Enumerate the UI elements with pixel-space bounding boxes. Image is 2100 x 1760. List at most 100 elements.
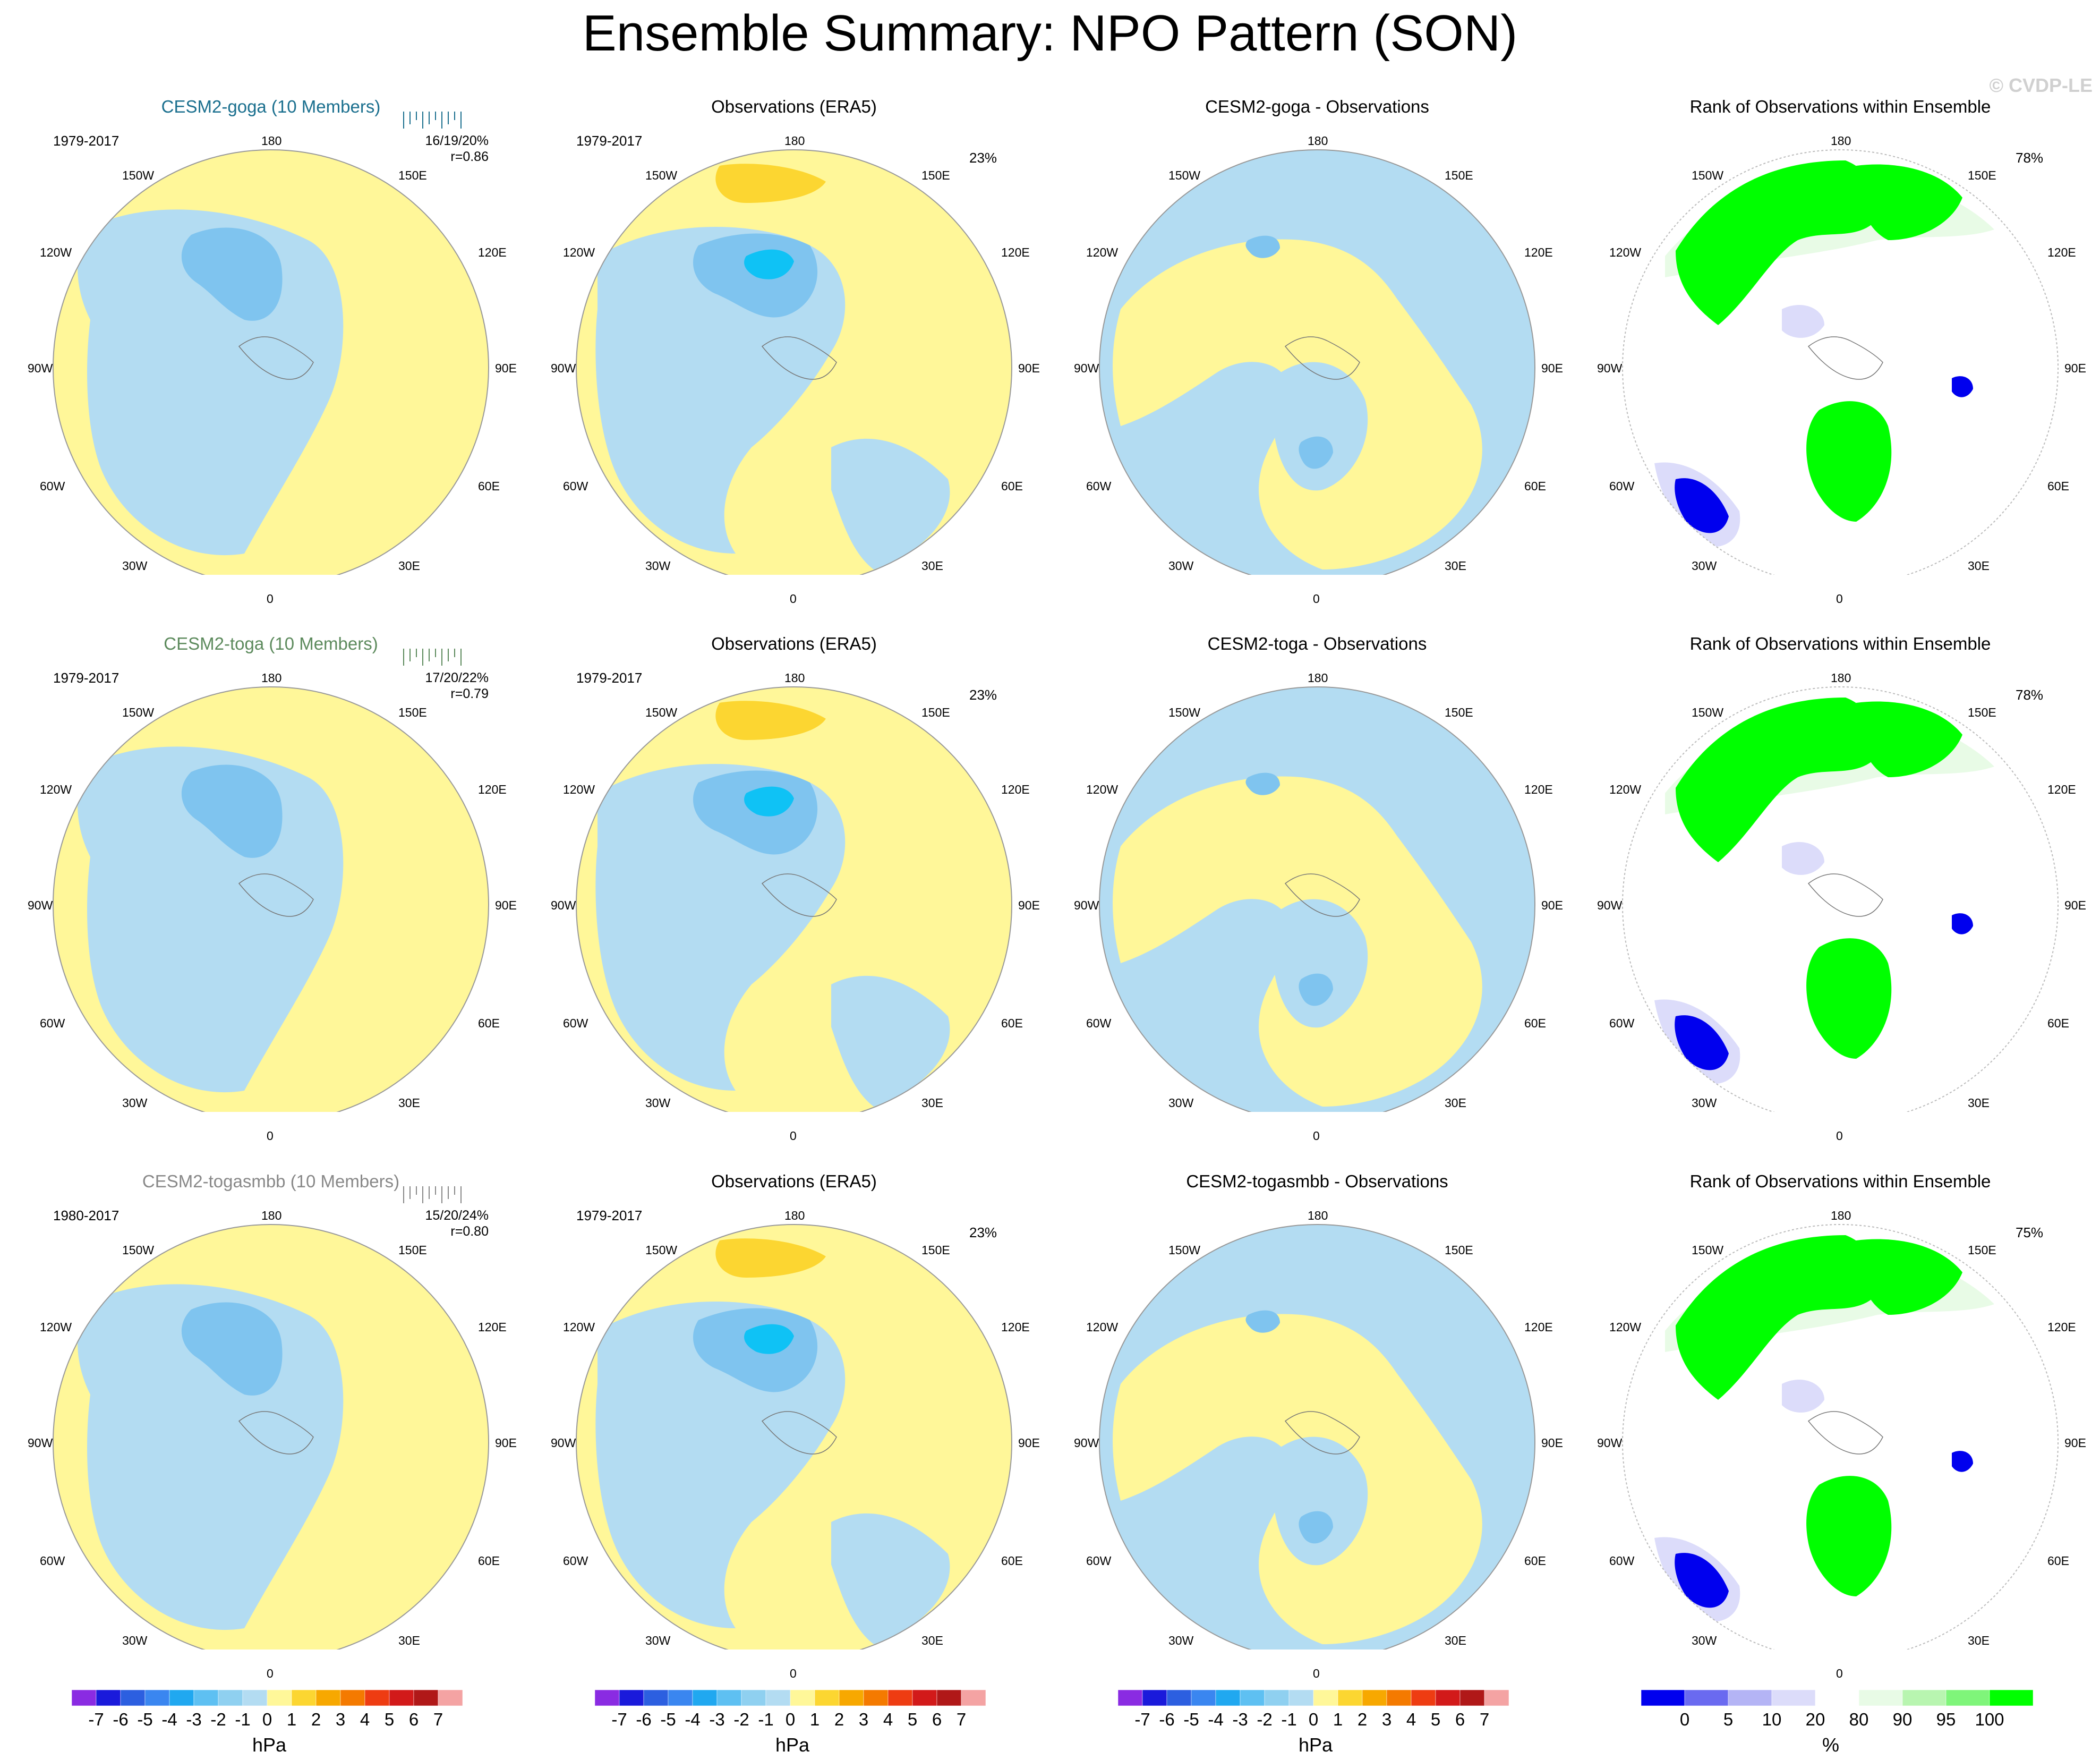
colorbar-swatch <box>863 1689 889 1706</box>
polar-map <box>53 649 489 1112</box>
colorbar-unit: hPa <box>775 1734 810 1756</box>
longitude-label-right-lower: 30E <box>921 1634 943 1647</box>
rank-field-region <box>1675 478 1729 533</box>
member-spread-ticks <box>403 649 462 666</box>
longitude-label-right-upper: 150E <box>1968 705 1996 719</box>
longitude-label-right-lower: 30E <box>1968 1096 1990 1110</box>
percent-label: 78% <box>2016 687 2044 703</box>
map-boundary <box>576 149 1012 575</box>
colorbar-swatch <box>1728 1689 1772 1706</box>
colorbar-tick: 5 <box>1723 1710 1734 1729</box>
period-label: 1979-2017 <box>576 670 643 686</box>
colorbar-tick: 3 <box>858 1710 869 1729</box>
longitude-label-left-mid: 90W <box>551 1436 576 1450</box>
rank-field-region <box>1806 401 1892 522</box>
percent-label: 78% <box>2016 150 2044 166</box>
longitude-label-left-mid: 90W <box>1597 1436 1623 1450</box>
rank-field-region <box>1952 376 1973 397</box>
colorbar-tick: -5 <box>660 1710 676 1729</box>
diff-field-region <box>1271 899 1368 1028</box>
colorbar-swatch <box>887 1689 913 1706</box>
longitude-label-bottom: 0 <box>790 592 797 606</box>
panel-title: Observations (ERA5) <box>711 1171 877 1191</box>
colorbar-swatch <box>1411 1689 1436 1706</box>
longitude-label-right-upper: 150E <box>1968 1243 1996 1257</box>
colorbar-swatch <box>1684 1689 1729 1706</box>
longitude-label-left-mid-upper: 120W <box>1609 245 1642 259</box>
colorbar-swatch <box>1362 1689 1387 1706</box>
rank-field-region <box>1856 701 1962 777</box>
longitude-label-right-mid-upper: 120E <box>1001 783 1030 796</box>
panel-title: Rank of Observations within Ensemble <box>1689 97 1991 116</box>
longitude-label-left-lower: 30W <box>645 1634 671 1647</box>
obs-panel: Observations (ERA5) 1979-2017 23% 180 0 150W 1… <box>534 581 1054 1143</box>
longitude-label-top: 180 <box>1308 134 1328 148</box>
longitude-label-right-lower: 30E <box>921 559 943 573</box>
period-label: 1980-2017 <box>53 1208 119 1223</box>
longitude-label-right-mid: 90E <box>1018 361 1040 375</box>
longitude-label-left-mid-lower: 60W <box>40 1554 65 1568</box>
longitude-label-top: 180 <box>784 134 805 148</box>
colorbar-swatch <box>1641 1689 1685 1706</box>
rank-field-region <box>1806 1476 1892 1596</box>
colorbar-swatch <box>1386 1689 1412 1706</box>
colorbar-tick: 0 <box>785 1710 796 1729</box>
longitude-label-left-mid: 90W <box>28 898 53 912</box>
rank-field-region <box>1806 938 1892 1059</box>
coastline <box>1284 336 1360 380</box>
longitude-label-right-mid: 90E <box>2064 898 2086 912</box>
percent-label: 23% <box>969 1225 997 1240</box>
colorbar-tick: -2 <box>733 1710 749 1729</box>
longitude-label-left-mid-upper: 120W <box>1086 245 1119 259</box>
ensemble-panel: CESM2-togasmbb (10 Members) 1980-2017 15/2… <box>11 1118 531 1680</box>
longitude-label-left-upper: 150W <box>1168 168 1201 182</box>
longitude-label-right-upper: 150E <box>398 705 427 719</box>
colorbar-tick: -1 <box>1281 1710 1297 1729</box>
longitude-label-bottom: 0 <box>1836 1129 1843 1143</box>
colorbar-swatch <box>765 1689 791 1706</box>
figure-title: Ensemble Summary: NPO Pattern (SON) <box>582 5 1518 62</box>
longitude-label-left-mid: 90W <box>1597 361 1623 375</box>
colorbar-swatch <box>936 1689 962 1706</box>
colorbar-tick: 80 <box>1849 1710 1869 1729</box>
obs-panel: Observations (ERA5) 1979-2017 23% 180 0 150W 1… <box>534 44 1054 606</box>
diff-field-region <box>1271 1436 1368 1566</box>
longitude-label-left-upper: 150W <box>1692 705 1724 719</box>
diff-field-region <box>1245 235 1280 258</box>
colorbar-swatch <box>96 1689 121 1706</box>
longitude-label-right-mid-upper: 120E <box>2047 245 2076 259</box>
colorbar-swatch <box>814 1689 840 1706</box>
colorbar-tick: -3 <box>1232 1710 1248 1729</box>
longitude-label-right-mid-lower: 60E <box>1001 479 1023 493</box>
longitude-label-right-lower: 30E <box>1445 1096 1466 1110</box>
polar-map <box>1099 1224 1535 1650</box>
colorbar-swatch <box>267 1689 292 1706</box>
panel-title: CESM2-toga (10 Members) <box>164 634 378 653</box>
longitude-label-top: 180 <box>1308 671 1328 685</box>
longitude-label-bottom: 0 <box>267 592 274 606</box>
longitude-label-right-upper: 150E <box>1445 705 1473 719</box>
rank-field-region <box>1676 1235 1874 1400</box>
colorbar-tick: 3 <box>1381 1710 1392 1729</box>
polar-map <box>1622 686 2059 1112</box>
diff-field-region <box>1271 362 1368 491</box>
longitude-label-bottom: 0 <box>1313 1667 1320 1680</box>
longitude-label-right-mid-upper: 120E <box>1524 783 1553 796</box>
longitude-label-bottom: 0 <box>790 1667 797 1680</box>
colorbar-swatch <box>643 1689 669 1706</box>
panel-title: Rank of Observations within Ensemble <box>1689 634 1991 653</box>
colorbar-swatch <box>839 1689 864 1706</box>
panel-title: CESM2-togasmbb - Observations <box>1186 1171 1448 1191</box>
longitude-label-right-mid-upper: 120E <box>1524 245 1553 259</box>
polar-map <box>576 1224 1012 1650</box>
member-spread-ticks <box>403 1186 462 1203</box>
colorbar-swatch <box>315 1689 341 1706</box>
colorbar-swatches <box>72 1689 463 1706</box>
longitude-label-right-mid-lower: 60E <box>1001 1554 1023 1568</box>
rank-field-region <box>1782 304 1824 338</box>
colorbar-tick: -3 <box>709 1710 725 1729</box>
colorbar-tick: 3 <box>335 1710 346 1729</box>
polar-map <box>1622 1224 2059 1650</box>
longitude-label-left-mid-upper: 120W <box>1086 1320 1119 1334</box>
longitude-label-right-upper: 150E <box>1445 168 1473 182</box>
